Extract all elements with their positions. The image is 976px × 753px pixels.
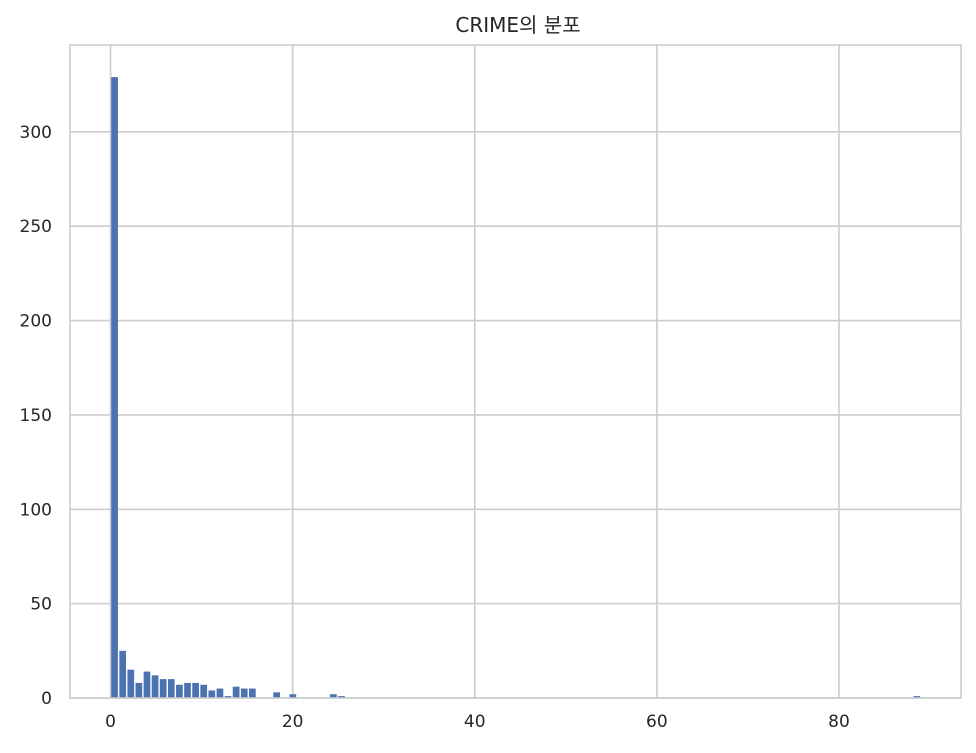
x-tick-label: 40: [464, 712, 486, 732]
y-tick-label: 150: [20, 406, 52, 426]
histogram-bar: [119, 650, 127, 698]
histogram-bars: [111, 77, 921, 699]
histogram-bar: [176, 684, 183, 698]
plot-frame: [69, 44, 962, 699]
histogram-bar: [240, 688, 248, 698]
histogram-bar: [135, 682, 143, 698]
histogram-bar: [273, 692, 281, 698]
gridlines: [70, 45, 961, 699]
histogram-bar: [127, 669, 135, 698]
y-tick-label: 200: [20, 312, 52, 332]
x-axis-ticks: 0 20 40 60 80: [105, 712, 850, 732]
y-tick-label: 0: [41, 689, 52, 709]
x-tick-label: 0: [105, 712, 116, 732]
x-tick-label: 60: [646, 712, 668, 732]
histogram-bar: [208, 690, 216, 698]
histogram-bar: [167, 679, 175, 698]
y-tick-label: 50: [30, 595, 52, 615]
histogram-bar: [184, 682, 191, 698]
histogram-bar: [338, 696, 345, 698]
chart-title: CRIME의 분포: [455, 13, 580, 37]
histogram-bar: [143, 671, 151, 698]
y-tick-label: 100: [20, 500, 52, 520]
histogram-bar: [111, 77, 118, 699]
histogram-bar: [248, 688, 256, 698]
y-axis-ticks: 0 50 100 150 200 250 300: [20, 123, 52, 709]
histogram-bar: [200, 684, 208, 698]
histogram-bar: [330, 694, 337, 698]
histogram-bar: [289, 694, 297, 698]
histogram-bar: [224, 696, 232, 698]
y-tick-label: 300: [20, 123, 52, 143]
histogram-bar: [192, 682, 199, 698]
histogram-bar: [216, 688, 224, 698]
histogram-bar: [159, 679, 167, 698]
histogram-bar: [913, 696, 921, 698]
histogram-bar: [151, 675, 159, 698]
x-tick-label: 80: [828, 712, 850, 732]
x-tick-label: 20: [282, 712, 304, 732]
y-tick-label: 250: [20, 217, 52, 237]
histogram-bar: [232, 686, 240, 698]
